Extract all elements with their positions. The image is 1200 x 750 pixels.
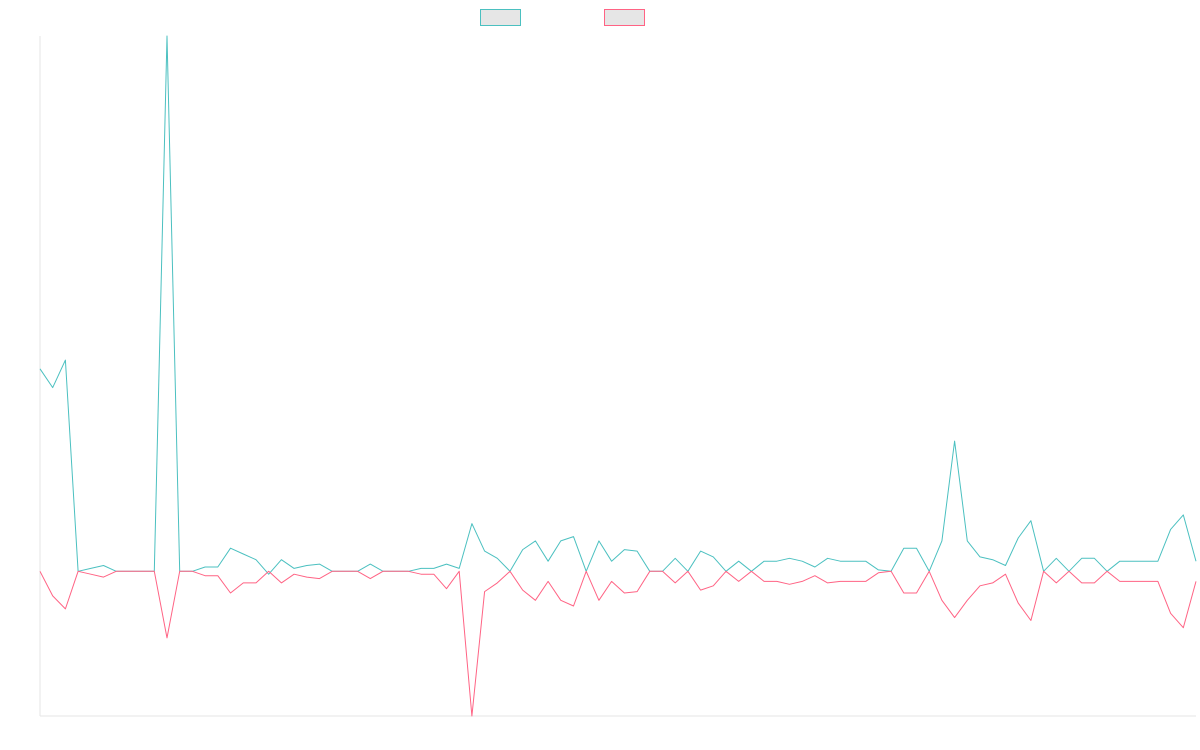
legend-swatch-series-1[interactable]	[480, 9, 521, 26]
series-line-2	[39, 570, 1197, 717]
legend-swatch-series-2[interactable]	[604, 9, 645, 26]
plot-area	[39, 35, 1197, 717]
chart-axes	[39, 36, 1196, 717]
series-line-1	[39, 35, 1197, 575]
chart-legend	[480, 9, 645, 26]
